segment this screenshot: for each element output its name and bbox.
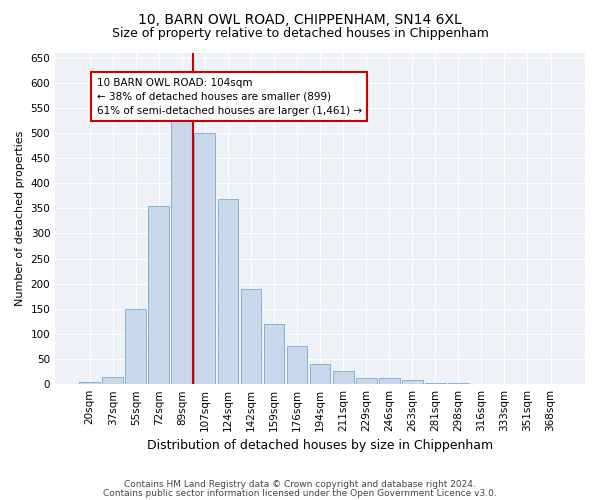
X-axis label: Distribution of detached houses by size in Chippenham: Distribution of detached houses by size … bbox=[147, 440, 493, 452]
Bar bbox=[172, 118, 192, 384]
Bar bbox=[218, 199, 238, 384]
Bar bbox=[448, 382, 469, 384]
Bar bbox=[402, 380, 422, 384]
Bar bbox=[125, 309, 146, 384]
Text: Size of property relative to detached houses in Chippenham: Size of property relative to detached ho… bbox=[112, 28, 488, 40]
Bar bbox=[425, 382, 446, 384]
Bar bbox=[148, 206, 169, 384]
Bar bbox=[310, 364, 331, 384]
Bar bbox=[379, 378, 400, 384]
Text: 10 BARN OWL ROAD: 104sqm
← 38% of detached houses are smaller (899)
61% of semi-: 10 BARN OWL ROAD: 104sqm ← 38% of detach… bbox=[97, 78, 362, 116]
Bar bbox=[194, 133, 215, 384]
Text: 10, BARN OWL ROAD, CHIPPENHAM, SN14 6XL: 10, BARN OWL ROAD, CHIPPENHAM, SN14 6XL bbox=[138, 12, 462, 26]
Bar bbox=[356, 378, 377, 384]
Bar bbox=[287, 346, 307, 384]
Bar bbox=[263, 324, 284, 384]
Bar bbox=[102, 376, 123, 384]
Bar bbox=[333, 370, 353, 384]
Text: Contains HM Land Registry data © Crown copyright and database right 2024.: Contains HM Land Registry data © Crown c… bbox=[124, 480, 476, 489]
Bar bbox=[79, 382, 100, 384]
Y-axis label: Number of detached properties: Number of detached properties bbox=[15, 130, 25, 306]
Text: Contains public sector information licensed under the Open Government Licence v3: Contains public sector information licen… bbox=[103, 488, 497, 498]
Bar bbox=[241, 288, 262, 384]
